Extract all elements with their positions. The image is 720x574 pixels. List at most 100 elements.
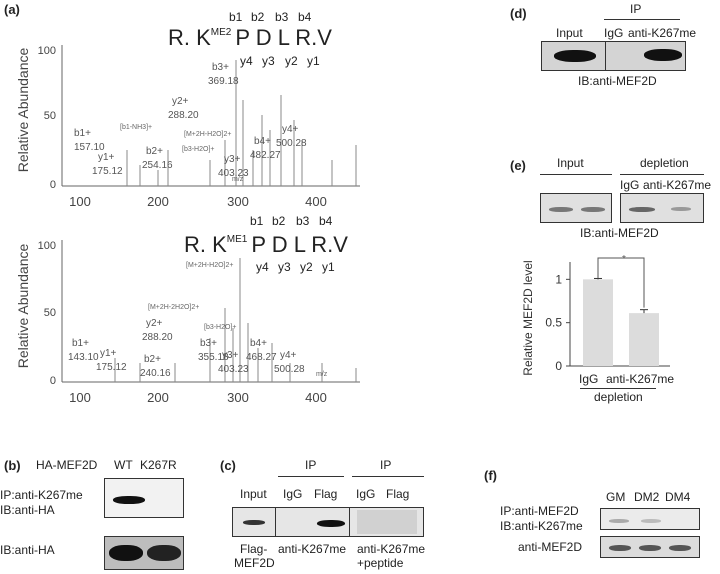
peak-b4-mz: 468.27 xyxy=(246,352,277,363)
tick: 200 xyxy=(147,194,169,209)
band xyxy=(549,207,573,212)
peak-y4: y4+ xyxy=(280,350,297,361)
y-ion: y2 xyxy=(285,54,298,68)
peak-b1: b1+ xyxy=(74,128,91,139)
tick: 400 xyxy=(305,194,327,209)
peak-y2: y2+ xyxy=(146,318,163,329)
tick: 300 xyxy=(227,390,249,405)
panel-f-label: (f) xyxy=(484,468,497,483)
spectrum-bottom: Relative Abundance 100 50 0 100 200 300 … xyxy=(15,240,360,405)
b-ion: b2 xyxy=(272,214,286,228)
peak-y3: y3+ xyxy=(222,350,239,361)
smear xyxy=(357,510,417,534)
row-label: IP:anti-K267me xyxy=(0,488,83,502)
peak-b3: b3+ xyxy=(212,62,229,73)
band xyxy=(317,520,345,527)
y-ion: y1 xyxy=(322,260,335,274)
peak-b3h2o: [b3-H2O]+ xyxy=(182,146,215,153)
axis-mz: m/z xyxy=(316,371,328,378)
band xyxy=(609,545,631,551)
blot-f-top xyxy=(600,508,700,530)
row-label: IB:anti-HA xyxy=(0,503,55,517)
lane-label: WT xyxy=(114,458,133,472)
peak-y3-mz: 403.23 xyxy=(218,168,249,179)
peak-b3h2o: [b3-H2O]+ xyxy=(204,324,237,331)
lane-label: Input xyxy=(556,26,583,40)
lane-label: Input xyxy=(240,487,267,501)
lane-label: K267R xyxy=(140,458,177,472)
peak-y2-mz: 288.20 xyxy=(142,332,173,343)
peak-y3-mz: 403.23 xyxy=(218,364,249,375)
peak-y2-mz: 288.20 xyxy=(168,110,199,121)
peak-y1-mz: 175.12 xyxy=(92,166,123,177)
peptide-mod: ME1 xyxy=(226,234,248,245)
significance-star: * xyxy=(622,254,626,265)
lane-label: DM2 xyxy=(634,490,660,504)
bottom-label: anti-K267me xyxy=(278,542,347,556)
band xyxy=(554,50,596,62)
blot-e-input xyxy=(540,193,612,223)
peak-b3-mz: 355.18 xyxy=(198,352,229,363)
peptide-prefix: R. K xyxy=(168,25,211,50)
peak-y1: y1+ xyxy=(100,348,117,359)
panel-d-label: (d) xyxy=(510,6,527,21)
band xyxy=(641,519,661,523)
y-tick-label: 1 xyxy=(555,272,562,286)
spectrum-bottom-ylabel: Relative Abundance xyxy=(15,244,31,369)
b-ion: b2 xyxy=(251,10,265,24)
y-ion: y4 xyxy=(256,260,269,274)
y-ion: y1 xyxy=(307,54,320,68)
peak-b2: b2+ xyxy=(146,146,163,157)
peak-b1-mz: 157.10 xyxy=(74,142,105,153)
ip-line xyxy=(604,19,680,20)
peak-b4: b4+ xyxy=(250,338,267,349)
lane-label: DM4 xyxy=(665,490,691,504)
lane-divider xyxy=(349,508,350,536)
row-label: IP:anti-MEF2D xyxy=(500,504,579,518)
blot-e-depletion xyxy=(620,193,704,223)
panel-c-label: (c) xyxy=(220,458,236,473)
peptide-top: R. KME2 P D L R.V xyxy=(168,25,332,51)
ip-line xyxy=(352,476,424,477)
blot-b-top xyxy=(104,478,184,518)
peak-y4-mz: 500.28 xyxy=(274,364,305,375)
panel-b-label: (b) xyxy=(4,458,21,473)
blot-b-bottom xyxy=(104,536,184,570)
b-ion: b1 xyxy=(250,214,264,228)
band xyxy=(629,207,655,212)
peptide-rest: P D L R.V xyxy=(251,232,348,257)
bottom-label: anti-K267me xyxy=(357,542,426,556)
band xyxy=(609,519,629,523)
band xyxy=(113,496,145,504)
group-label: Input xyxy=(557,156,584,170)
lane-divider xyxy=(605,42,606,70)
lane-label: IgG xyxy=(620,178,640,192)
tick: 200 xyxy=(147,390,169,405)
tick: 400 xyxy=(305,390,327,405)
row-label: IB:anti-HA xyxy=(0,543,55,557)
b-ion: b4 xyxy=(298,10,312,24)
band xyxy=(639,545,661,551)
peak-b2-mz: 240.16 xyxy=(140,368,171,379)
peak-b3-mz: 369.18 xyxy=(208,76,239,87)
lane-label: IgG xyxy=(283,487,303,501)
ip-label: IP xyxy=(380,458,392,472)
ip-label: IP xyxy=(630,2,642,16)
chart-xlabel-0: IgG xyxy=(579,372,599,386)
peak-y2: y2+ xyxy=(172,96,189,107)
peak-b2-mz: 254.16 xyxy=(142,160,173,171)
peak-y1: y1+ xyxy=(98,152,115,163)
depletion-label: depletion xyxy=(594,390,643,404)
b-ion: b4 xyxy=(319,214,333,228)
group-line xyxy=(540,174,612,175)
tick: 100 xyxy=(38,240,56,252)
peptide-rest: P D L R.V xyxy=(235,25,332,50)
band xyxy=(644,49,682,61)
peak-m2h2: [M+2H-2H2O]2+ xyxy=(148,304,200,311)
panel-a-label: (a) xyxy=(4,2,20,17)
bottom-label: Flag- xyxy=(240,542,268,556)
y-tick-label: 0.5 xyxy=(545,316,562,330)
band xyxy=(581,207,605,212)
peak-nh3: [b1-NH3]+ xyxy=(120,124,153,131)
lane-label: Flag xyxy=(314,487,338,501)
